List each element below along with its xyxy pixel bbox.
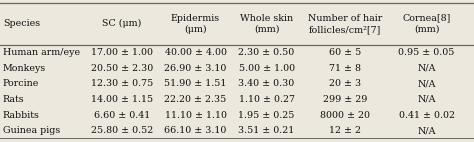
Text: Rats: Rats: [3, 95, 25, 104]
Text: Epidermis
(μm): Epidermis (μm): [171, 14, 220, 34]
Text: SC (μm): SC (μm): [102, 19, 142, 28]
Text: 26.90 ± 3.10: 26.90 ± 3.10: [164, 64, 227, 73]
Text: 12.30 ± 0.75: 12.30 ± 0.75: [91, 79, 153, 88]
Text: 11.10 ± 1.10: 11.10 ± 1.10: [164, 110, 227, 120]
Text: 0.95 ± 0.05: 0.95 ± 0.05: [399, 48, 455, 57]
Text: 71 ± 8: 71 ± 8: [329, 64, 361, 73]
Text: Number of hair
follicles/cm²[7]: Number of hair follicles/cm²[7]: [308, 14, 382, 34]
Text: 20 ± 3: 20 ± 3: [329, 79, 361, 88]
Text: Rabbits: Rabbits: [3, 110, 40, 120]
Text: 22.20 ± 2.35: 22.20 ± 2.35: [164, 95, 227, 104]
Text: 60 ± 5: 60 ± 5: [328, 48, 361, 57]
Text: 25.80 ± 0.52: 25.80 ± 0.52: [91, 126, 153, 135]
Text: 6.60 ± 0.41: 6.60 ± 0.41: [94, 110, 150, 120]
Text: N/A: N/A: [417, 79, 436, 88]
Text: Human arm/eye: Human arm/eye: [3, 48, 80, 57]
Text: 1.95 ± 0.25: 1.95 ± 0.25: [238, 110, 295, 120]
Text: N/A: N/A: [417, 95, 436, 104]
Text: 5.00 ± 1.00: 5.00 ± 1.00: [238, 64, 295, 73]
Text: 40.00 ± 4.00: 40.00 ± 4.00: [164, 48, 227, 57]
Text: 8000 ± 20: 8000 ± 20: [320, 110, 370, 120]
Text: 17.00 ± 1.00: 17.00 ± 1.00: [91, 48, 153, 57]
Text: 2.30 ± 0.50: 2.30 ± 0.50: [238, 48, 295, 57]
Text: 1.10 ± 0.27: 1.10 ± 0.27: [238, 95, 295, 104]
Text: 3.40 ± 0.30: 3.40 ± 0.30: [238, 79, 295, 88]
Text: Species: Species: [3, 19, 40, 28]
Text: 3.51 ± 0.21: 3.51 ± 0.21: [238, 126, 295, 135]
Text: Whole skin
(mm): Whole skin (mm): [240, 14, 293, 34]
Text: 51.90 ± 1.51: 51.90 ± 1.51: [164, 79, 227, 88]
Text: 12 ± 2: 12 ± 2: [329, 126, 361, 135]
Text: 14.00 ± 1.15: 14.00 ± 1.15: [91, 95, 153, 104]
Text: 299 ± 29: 299 ± 29: [323, 95, 367, 104]
Text: 66.10 ± 3.10: 66.10 ± 3.10: [164, 126, 227, 135]
Text: 0.41 ± 0.02: 0.41 ± 0.02: [399, 110, 455, 120]
Text: Guinea pigs: Guinea pigs: [3, 126, 60, 135]
Text: 20.50 ± 2.30: 20.50 ± 2.30: [91, 64, 153, 73]
Text: N/A: N/A: [417, 64, 436, 73]
Text: Monkeys: Monkeys: [3, 64, 46, 73]
Text: Cornea[8]
(mm): Cornea[8] (mm): [402, 14, 451, 34]
Text: N/A: N/A: [417, 126, 436, 135]
Text: Porcine: Porcine: [3, 79, 39, 88]
